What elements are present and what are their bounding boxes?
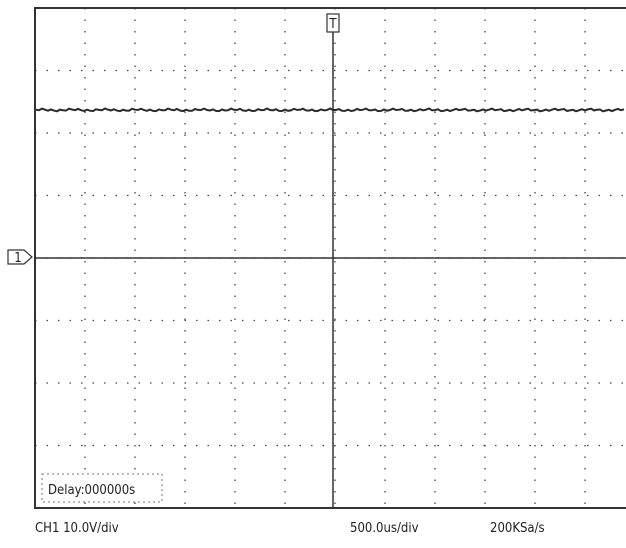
channel-marker: 1 (14, 251, 21, 266)
page: T 1 Delay:000000s CH1 10.0V/div 500.0us/… (0, 0, 626, 548)
background (0, 0, 626, 548)
trigger-marker: T (328, 17, 337, 32)
sample-rate: 200KSa/s (490, 521, 545, 536)
delay-readout: Delay:000000s (48, 483, 135, 498)
timebase: 500.0us/div (350, 521, 419, 536)
oscilloscope-screen: T 1 Delay:000000s CH1 10.0V/div 500.0us/… (0, 0, 626, 548)
channel-scale: CH1 10.0V/div (35, 521, 119, 536)
